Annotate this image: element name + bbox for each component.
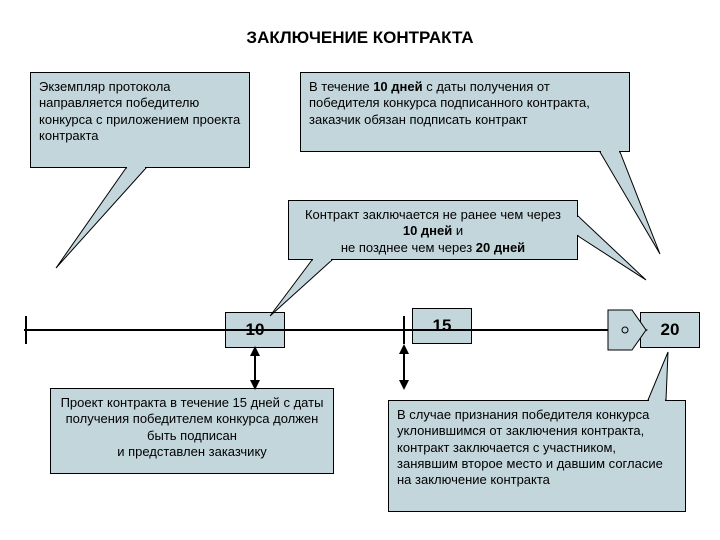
callout-bottom-right-text: В случае признания победителя конкурса у… [397,407,663,487]
box-bottom-left: Проект контракта в течение 15 дней с дат… [50,388,334,474]
callout-top-left-text: Экземпляр протокола направляется победит… [39,79,240,143]
callout-top-right: В течение 10 дней с даты получения от по… [300,72,630,152]
numbox-10: 10 [225,312,285,348]
numbox-15: 15 [412,308,472,344]
box-middle-a: Контракт заключается не ранее чем через [305,207,561,222]
page-title: ЗАКЛЮЧЕНИЕ КОНТРАКТА [0,28,720,48]
box-middle-b: 10 дней [403,223,452,238]
callout-top-left: Экземпляр протокола направляется победит… [30,72,250,168]
callout-bottom-right: В случае признания победителя конкурса у… [388,400,686,512]
callout-top-right-a: В течение [309,79,373,94]
box-bottom-left-text: Проект контракта в течение 15 дней с дат… [61,395,324,459]
box-middle: Контракт заключается не ранее чем через … [288,200,578,260]
numbox-20: 20 [640,312,700,348]
box-middle-c: и [452,223,463,238]
box-middle-d: не позднее чем через [341,240,476,255]
callout-top-right-b: 10 дней [373,79,422,94]
box-middle-e: 20 дней [476,240,525,255]
